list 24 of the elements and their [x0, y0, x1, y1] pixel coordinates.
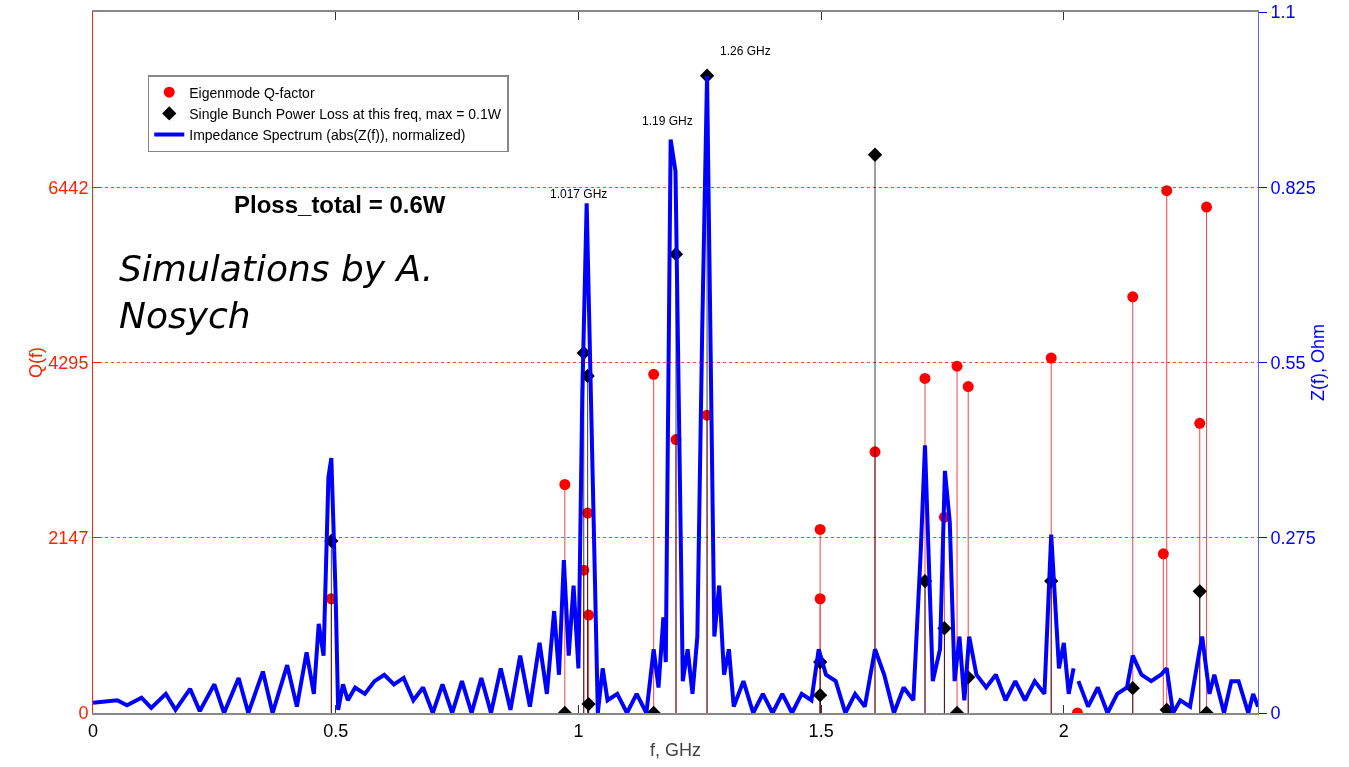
y2-tick-label: 1.1 [1270, 2, 1296, 23]
annotation: 1.19 GHz [642, 114, 693, 128]
x-tick-label: 1 [573, 720, 584, 741]
y-tick-label: 4295 [48, 352, 89, 373]
x-tick-label: 1.5 [808, 720, 834, 741]
annotation: 1.017 GHz [550, 187, 608, 201]
annotation: 1.26 GHz [720, 44, 771, 58]
y-tick-label: 0 [78, 703, 89, 724]
x-tick-label: 0.5 [323, 720, 349, 741]
legend-label: Impedance Spectrum (abs(Z(f)), normalized) [189, 127, 466, 144]
y2-tick-label: 0.55 [1270, 352, 1306, 373]
y2-tick-label: 0.275 [1270, 528, 1316, 549]
y2-tick-label: 0 [1270, 703, 1281, 724]
y2-tick-label: 0.825 [1270, 177, 1316, 198]
y2-axis-title: Z(f), Ohm [1307, 324, 1328, 401]
legend-label: Eigenmode Q-factor [189, 84, 315, 101]
y-tick-label: 2147 [48, 528, 89, 549]
y-axis-title: Q(f) [26, 347, 47, 378]
x-tick-label: 2 [1058, 720, 1069, 741]
x-axis-title: f, GHz [649, 740, 702, 761]
y-tick-label: 6442 [48, 177, 89, 198]
annotation: Simulations by A. Nosych [119, 248, 434, 336]
legend-label: Single Bunch Power Loss at this freq, max = 0.1W [189, 105, 502, 122]
annotation: Ploss_total = 0.6W [234, 191, 446, 218]
